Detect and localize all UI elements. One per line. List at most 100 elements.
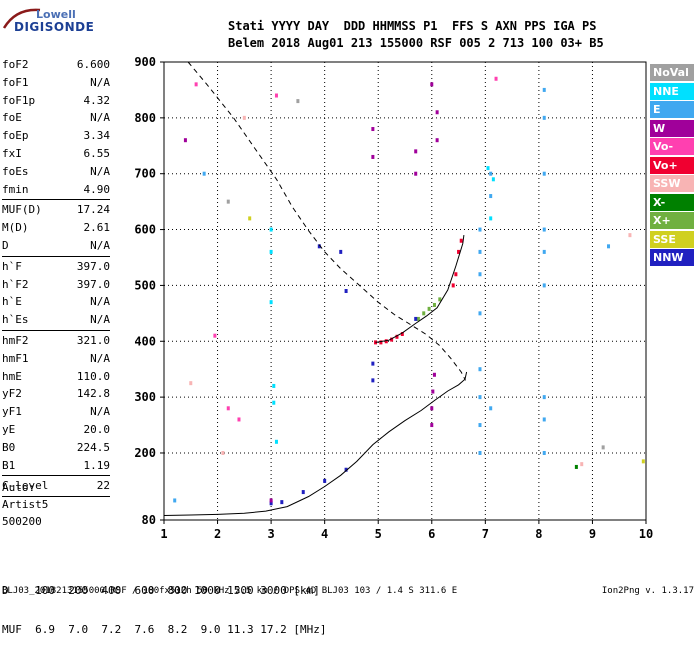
echo-point: [371, 127, 375, 132]
echo-point: [371, 154, 375, 159]
echo-point: [457, 249, 461, 254]
echo-point: [478, 311, 482, 316]
x-tick-label: 1: [160, 527, 167, 541]
echo-point: [641, 459, 645, 464]
y-tick-label: 800: [134, 111, 156, 125]
param-separator: [2, 496, 110, 498]
param-name: fmin: [2, 182, 29, 196]
param-name: yF2: [2, 387, 22, 401]
param-row: B0 224.5: [2, 439, 110, 457]
echo-point: [269, 300, 273, 305]
echo-point: [542, 171, 546, 176]
x-tick-label: 7: [482, 527, 489, 541]
param-value: 3.34: [83, 129, 111, 143]
echo-point: [430, 423, 434, 428]
legend-item: E: [650, 101, 694, 118]
x-tick-label: 6: [428, 527, 435, 541]
param-value: 6.55: [83, 146, 111, 160]
param-name: h`F: [2, 259, 22, 273]
echo-point: [478, 227, 482, 232]
param-row: hmE 110.0: [2, 368, 110, 386]
echo-point: [542, 283, 546, 288]
param-value: N/A: [90, 313, 110, 327]
legend-item: W: [650, 119, 694, 137]
echo-point: [601, 445, 605, 450]
muf-distance-table: D 100 200 400 600 800 1000 1500 3000 [km…: [2, 558, 327, 649]
echo-point: [344, 467, 348, 472]
param-row: yE 20.0: [2, 421, 110, 439]
echo-point: [248, 216, 252, 221]
echo-point: [435, 110, 439, 115]
param-row: foEs N/A: [2, 163, 110, 181]
echo-point: [542, 115, 546, 120]
plot-frame: [163, 61, 647, 521]
param-value: 17.24: [76, 203, 110, 217]
echo-point: [435, 138, 439, 143]
param-row: foEp 3.34: [2, 127, 110, 145]
echo-point: [478, 249, 482, 254]
legend-item: Vo+: [650, 156, 694, 174]
echo-point: [489, 171, 493, 176]
echo-point: [226, 406, 230, 411]
echo-point: [269, 249, 273, 254]
param-row: fmin 4.90: [2, 181, 110, 199]
param-name: foF2: [2, 58, 29, 71]
echo-point: [478, 395, 482, 400]
param-row: C-level 22: [2, 477, 110, 495]
param-value: 224.5: [76, 440, 110, 454]
param-row: yF1 N/A: [2, 403, 110, 421]
param-row: foF1p 4.32: [2, 92, 110, 110]
echo-point: [454, 272, 458, 277]
param-value: 110.0: [76, 369, 110, 383]
param-name: h`Es: [2, 313, 29, 327]
echo-point: [384, 339, 388, 344]
echo-point: [478, 272, 482, 277]
chart-curves: [163, 61, 468, 516]
y-tick-label: 700: [134, 167, 156, 181]
echo-point: [628, 233, 632, 238]
echo-point: [542, 395, 546, 400]
legend-item: NoVal: [650, 64, 694, 81]
param-value: N/A: [90, 405, 110, 419]
chart-marks: [173, 76, 645, 506]
param-value: N/A: [90, 75, 110, 89]
file-info: BLJ03_2018213155000.RSF / 180fx512h 50 k…: [2, 586, 458, 596]
param-row: yF2 142.8: [2, 385, 110, 403]
x-tick-label: 5: [375, 527, 382, 541]
param-value: N/A: [90, 351, 110, 365]
echo-point: [339, 249, 343, 254]
echo-point: [430, 406, 434, 411]
echo-point: [438, 297, 442, 302]
echo-point: [422, 311, 426, 316]
echo-point: [414, 171, 418, 176]
artist-line-3: 500200: [2, 515, 42, 528]
param-separator: [2, 199, 110, 201]
echo-point: [451, 283, 455, 288]
echo-point: [371, 378, 375, 383]
param-row: MUF(D) 17.24: [2, 201, 110, 219]
echo-point: [542, 87, 546, 92]
param-value: 20.0: [83, 422, 111, 436]
param-value: 22: [96, 479, 110, 493]
density-profile-curve: [187, 61, 466, 381]
param-name: foE: [2, 111, 22, 125]
header-fields: Stati YYYY DAY DDD HHMMSS P1 FFS S AXN P…: [228, 19, 597, 33]
param-value: N/A: [90, 238, 110, 252]
y-tick-label: 600: [134, 223, 156, 237]
echo-point: [459, 238, 463, 243]
param-value: 4.90: [83, 182, 111, 196]
param-name: fxI: [2, 146, 22, 160]
version-label: Ion2Png v. 1.3.17: [601, 586, 694, 596]
echo-point: [427, 306, 431, 311]
echo-point: [242, 115, 246, 120]
echo-point: [237, 417, 241, 422]
echo-point: [432, 302, 436, 307]
x-tick-label: 8: [535, 527, 542, 541]
param-name: hmF1: [2, 351, 29, 365]
trace-curve: [375, 235, 465, 343]
echo-point: [430, 82, 434, 87]
echo-point: [414, 149, 418, 154]
echo-point: [478, 423, 482, 428]
param-separator: [2, 255, 110, 257]
param-name: foEp: [2, 129, 29, 143]
